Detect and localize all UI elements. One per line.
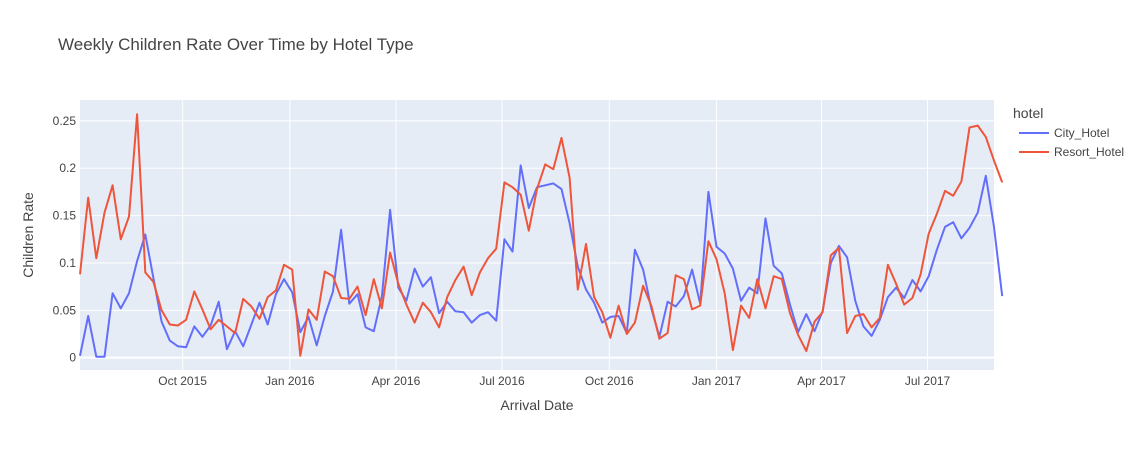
series-lines — [79, 113, 1004, 358]
y-tick-label: 0.2 — [59, 161, 76, 175]
x-tick-label: Jan 2016 — [265, 374, 315, 388]
x-tick-label: Jul 2017 — [905, 374, 951, 388]
series-line-resort-hotel — [79, 113, 1004, 357]
x-tick-label: Oct 2015 — [158, 374, 207, 388]
x-axis-label: Arrival Date — [500, 397, 573, 413]
legend-title: hotel — [1013, 105, 1043, 121]
x-tick-label: Jul 2016 — [479, 374, 525, 388]
y-tick-label: 0.05 — [53, 303, 77, 317]
y-axis-label: Children Rate — [20, 192, 36, 278]
series-line-city-hotel — [79, 164, 1004, 358]
y-tick-label: 0 — [69, 351, 76, 365]
x-tick-label: Apr 2016 — [372, 374, 421, 388]
x-axis-ticks: Oct 2015 Jan 2016 Apr 2016 Jul 2016 Oct 2016… — [158, 374, 950, 388]
x-tick-label: Jan 2017 — [692, 374, 742, 388]
plot-area — [80, 100, 994, 370]
y-tick-label: 0.15 — [53, 209, 77, 223]
y-tick-label: 0.25 — [53, 114, 77, 128]
x-tick-label: Oct 2016 — [585, 374, 634, 388]
y-axis-ticks: 0 0.05 0.1 0.15 0.2 0.25 — [53, 114, 77, 365]
legend: hotel City_Hotel Resort_Hotel — [1013, 105, 1124, 159]
y-tick-label: 0.1 — [59, 256, 76, 270]
legend-item-resort-hotel[interactable]: Resort_Hotel — [1054, 145, 1124, 159]
chart-title: Weekly Children Rate Over Time by Hotel … — [58, 35, 414, 54]
legend-item-city-hotel[interactable]: City_Hotel — [1054, 126, 1109, 140]
gridlines — [80, 100, 994, 370]
x-tick-label: Apr 2017 — [797, 374, 846, 388]
